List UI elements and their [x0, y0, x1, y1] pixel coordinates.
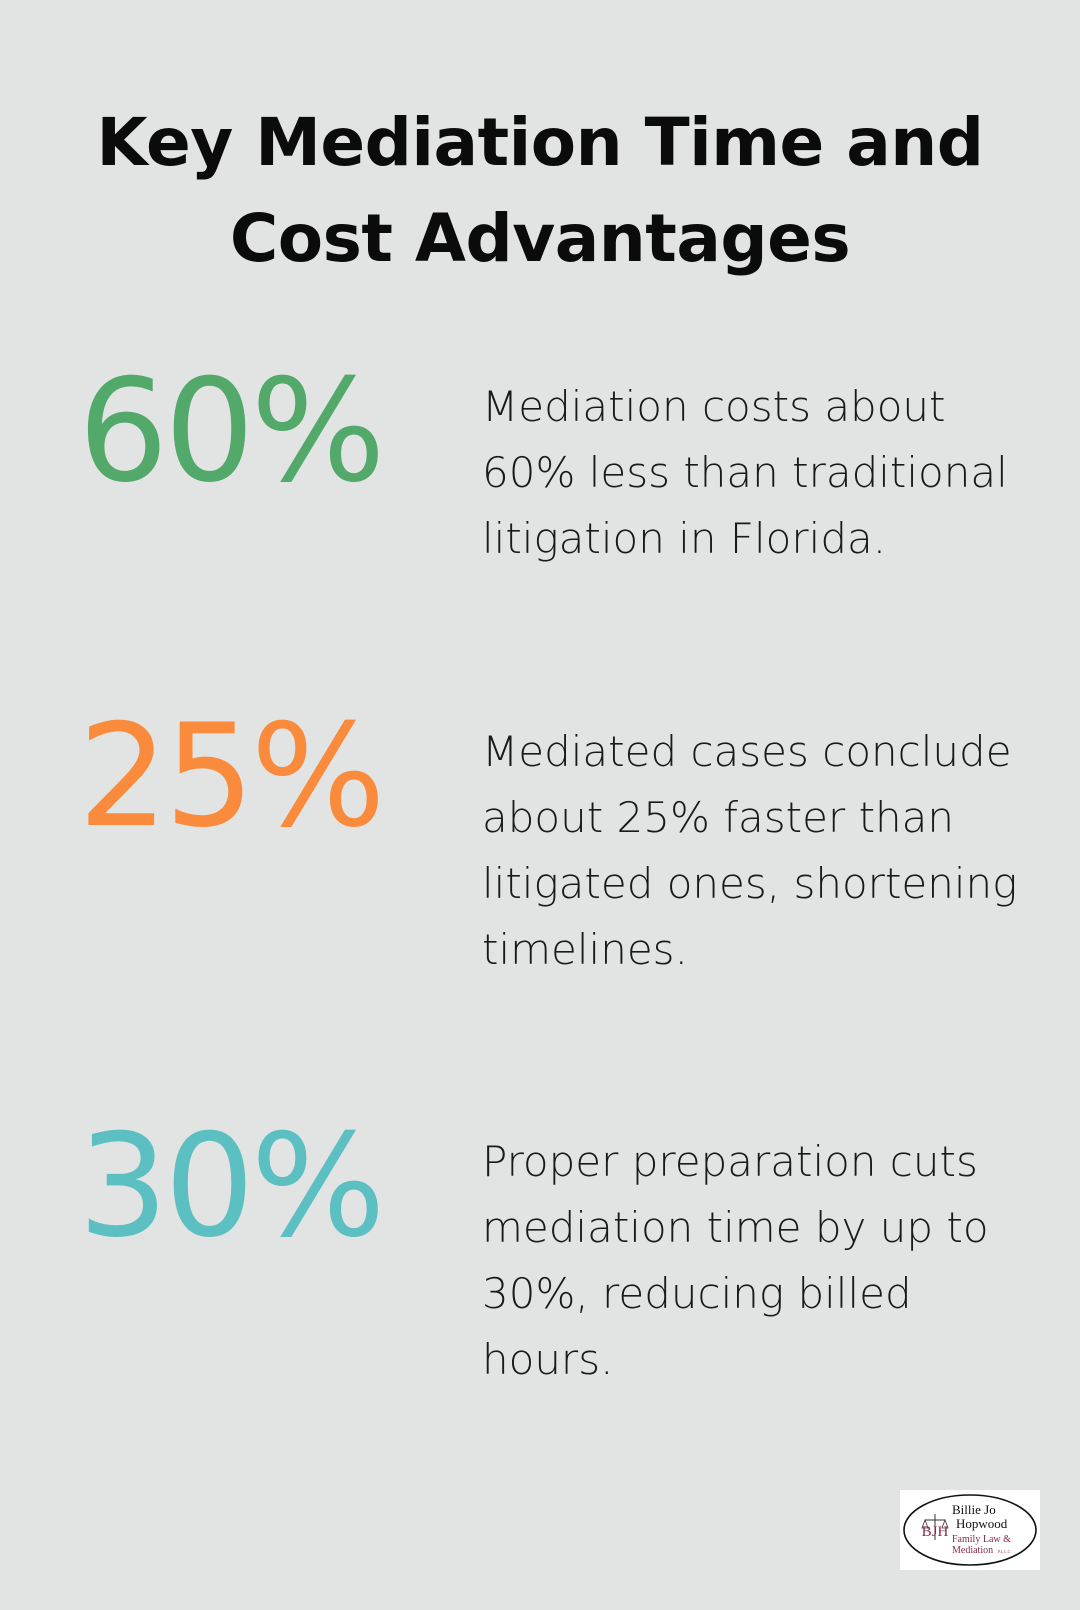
logo-name-line2: Hopwood: [956, 1516, 1008, 1531]
logo-tagline-line1: Family Law &: [952, 1534, 1011, 1545]
stat-description: Mediated cases conclude about 25% faster…: [482, 727, 1018, 974]
stat-value: 25%: [78, 694, 386, 859]
logo-emblem: BJH Billie Jo Hopwood Family Law & Media…: [903, 1494, 1037, 1566]
logo-suffix: P.L.L.C.: [998, 1549, 1011, 1554]
firm-logo: BJH Billie Jo Hopwood Family Law & Media…: [900, 1490, 1040, 1570]
stat-value: 30%: [78, 1104, 386, 1269]
scales-icon: [921, 1514, 949, 1540]
page-title: Key Mediation Time and Cost Advantages: [96, 104, 985, 277]
stat-value: 60%: [78, 349, 386, 514]
logo-monogram: BJH: [922, 1524, 949, 1540]
stat-description: Mediation costs about 60% less than trad…: [482, 382, 1008, 563]
stat-description: Proper preparation cuts mediation time b…: [482, 1137, 989, 1384]
logo-name-line1: Billie Jo: [952, 1502, 996, 1517]
logo-tagline-line2: Mediation: [952, 1545, 993, 1556]
